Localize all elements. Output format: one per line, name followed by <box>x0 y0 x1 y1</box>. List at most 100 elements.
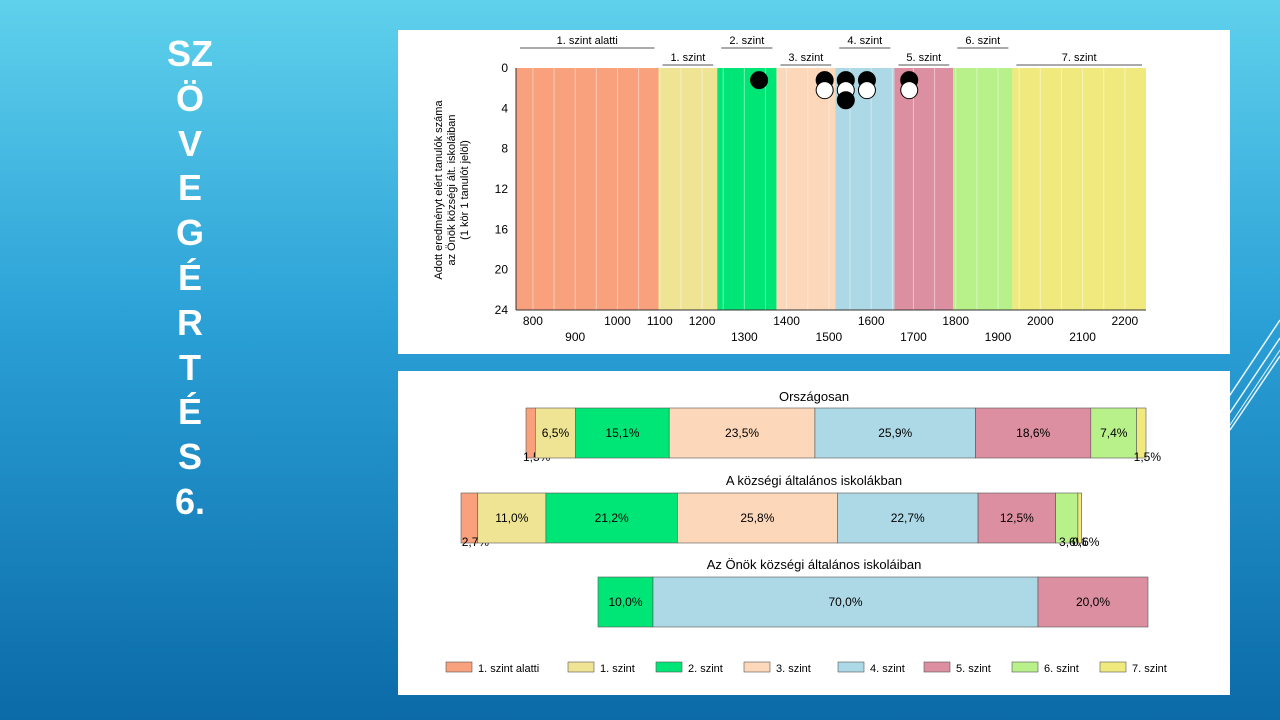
bar-value-label: 25,8% <box>740 511 774 525</box>
legend-swatch <box>445 661 473 673</box>
y-axis-label-line: (1 kör 1 tanulót jelöl) <box>459 140 471 240</box>
legend-label: 4. szint <box>870 663 905 675</box>
bar-value-label: 12,5% <box>1000 511 1034 525</box>
level-label: 2. szint <box>729 35 764 47</box>
title-letter: R <box>177 301 203 343</box>
legend-swatch <box>1011 661 1039 673</box>
legend-swatch <box>655 661 683 673</box>
title-letter: É <box>177 391 202 433</box>
bar-value-label: 6,5% <box>542 426 570 440</box>
bar-value-label: 18,6% <box>1016 426 1050 440</box>
y-axis-label: Adott eredményt elért tanulók száma az Ön… <box>433 100 471 280</box>
y-tick-label: 24 <box>495 303 509 317</box>
legend-label: 7. szint <box>1132 663 1167 675</box>
student-results-scatter-chart: 1. szint alatti 1. szint 2. szint 3. szint 4… <box>433 35 1146 344</box>
legend-swatch <box>1099 661 1127 673</box>
title-letter: T <box>179 346 201 388</box>
x-tick-label: 1600 <box>858 314 885 328</box>
x-tick-label: 2100 <box>1069 330 1096 344</box>
bar-segment <box>597 576 654 628</box>
bar-segment <box>837 492 979 544</box>
bar-value-label: 20,0% <box>1076 595 1110 609</box>
y-tick-label: 4 <box>501 101 508 115</box>
level-band <box>894 68 954 310</box>
x-tick-label: 1000 <box>604 314 631 328</box>
bar-segment <box>1136 407 1147 459</box>
level-label: 1. szint <box>670 52 705 64</box>
x-tick-label: 900 <box>565 330 585 344</box>
legend-label: 3. szint <box>776 663 811 675</box>
title-letter: SZ <box>166 33 213 74</box>
bar-segment <box>1077 492 1082 544</box>
bar-segment <box>1037 576 1149 628</box>
legend-swatch <box>743 661 771 673</box>
bar-segment <box>545 492 678 544</box>
student-marker <box>750 71 769 90</box>
legend-label: 5. szint <box>956 663 991 675</box>
y-axis-label-line: Adott eredményt elért tanulók száma <box>433 100 445 280</box>
bar-row-title: Az Önök községi általános iskoláiban <box>707 557 922 572</box>
level-label: 1. szint alatti <box>557 35 618 47</box>
x-tick-label: 2200 <box>1112 314 1139 328</box>
slide-title: SZ Ö V E G É R T É S 6. <box>150 36 230 529</box>
bar-value-label: 70,0% <box>828 595 862 609</box>
bar-value-label: 1,5% <box>1134 450 1162 464</box>
legend-swatch <box>923 661 951 673</box>
title-letter: E <box>177 167 202 209</box>
bar-segment <box>477 492 547 544</box>
x-tick-label: 2000 <box>1027 314 1054 328</box>
percentage-bar-chart-panel: Országosan 1,5% 6,5% 15,1% 23,5% 25,9% 18,6% 7,… <box>398 371 1230 695</box>
bar-value-label: 21,2% <box>595 511 629 525</box>
x-tick-label: 1700 <box>900 330 927 344</box>
bar-segment <box>977 492 1056 544</box>
level-label: 5. szint <box>906 52 941 64</box>
level-label: 3. szint <box>788 52 823 64</box>
bar-value-label: 0,6% <box>1072 535 1100 549</box>
student-marker <box>857 81 876 100</box>
level-band <box>776 68 836 310</box>
title-letter: 6. <box>174 480 206 522</box>
x-tick-label: 1900 <box>985 330 1012 344</box>
x-tick-label: 1100 <box>647 314 673 328</box>
bar-segment <box>668 407 816 459</box>
legend-swatch <box>837 661 865 673</box>
title-letter: V <box>177 122 202 164</box>
bar-row-title: A községi általános iskolákban <box>726 473 902 488</box>
x-tick-label: 1300 <box>731 330 758 344</box>
y-tick-label: 12 <box>495 182 509 196</box>
bar-segment <box>1090 407 1138 459</box>
x-tick-label: 1800 <box>942 314 969 328</box>
bar-segment <box>975 407 1092 459</box>
bar-value-label: 11,0% <box>495 511 528 525</box>
level-band <box>516 68 659 310</box>
y-tick-label: 20 <box>495 263 509 277</box>
bar-value-label: 25,9% <box>878 426 912 440</box>
level-label: 6. szint <box>965 35 1000 47</box>
legend-label: 1. szint <box>600 663 635 675</box>
bar-value-label: 23,5% <box>725 426 759 440</box>
decorative-lines-icon <box>1220 319 1280 441</box>
bar-value-label: 7,4% <box>1100 426 1128 440</box>
title-letter: G <box>175 212 204 254</box>
y-tick-label: 0 <box>501 61 508 75</box>
legend-label: 2. szint <box>688 663 723 675</box>
x-tick-label: 1200 <box>689 314 716 328</box>
x-tick-label: 1500 <box>816 330 843 344</box>
bar-segment <box>814 407 976 459</box>
level-label: 7. szint <box>1062 52 1097 64</box>
bar-segment <box>575 407 670 459</box>
legend-swatch <box>567 661 595 673</box>
y-tick-label: 16 <box>495 222 509 236</box>
level-band <box>658 68 718 310</box>
bar-value-label: 15,1% <box>605 426 639 440</box>
student-marker <box>836 91 855 110</box>
legend-label: 1. szint alatti <box>478 663 539 675</box>
level-distribution-chart-panel: 1. szint alatti 1. szint 2. szint 3. szint 4… <box>398 30 1230 354</box>
level-percentage-stacked-bar-chart: Országosan 1,5% 6,5% 15,1% 23,5% 25,9% 18,6% 7,… <box>445 389 1167 675</box>
legend-label: 6. szint <box>1044 663 1079 675</box>
bar-row-title: Országosan <box>779 389 849 404</box>
bar-value-label: 10,0% <box>608 595 642 609</box>
title-letter: Ö <box>175 77 204 119</box>
x-tick-label: 800 <box>523 314 543 328</box>
bar-value-label: 22,7% <box>891 511 925 525</box>
